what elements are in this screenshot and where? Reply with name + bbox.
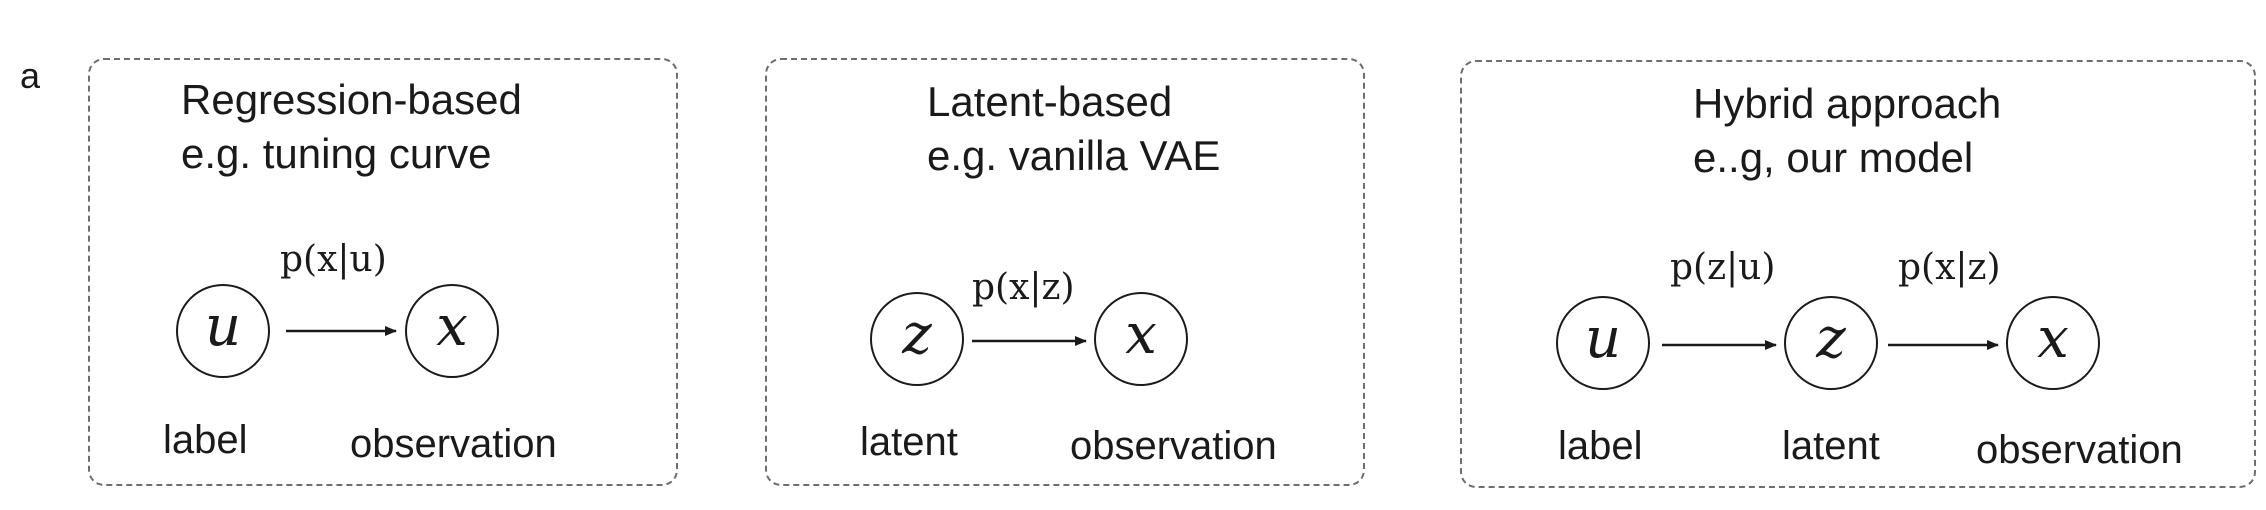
hybrid-panel-title: Hybrid approach (1693, 80, 2002, 127)
node-symbol: u (204, 294, 242, 359)
node-z: z (870, 292, 964, 386)
node-symbol: z (1816, 306, 1846, 371)
node-x: x (2006, 296, 2100, 390)
node-caption-label: label (163, 418, 248, 462)
node-caption-observation: observation (350, 422, 557, 466)
latent-panel-box (765, 58, 1365, 486)
regression-panel-title: Regression-based (181, 76, 522, 123)
node-symbol: x (1125, 302, 1157, 367)
node-symbol: x (436, 294, 468, 359)
edge-label-p-x-given-u: p(x|u) (280, 239, 387, 280)
edge-label-p-z-given-u: p(z|u) (1670, 247, 1776, 288)
node-symbol: z (902, 302, 932, 367)
panel-letter: a (20, 55, 41, 96)
edge-label-p-x-given-z: p(x|z) (1898, 247, 2001, 288)
latent-panel-title: Latent-based (927, 78, 1173, 125)
node-caption-observation: observation (1976, 428, 2183, 472)
node-u: u (176, 284, 270, 378)
edge-label-p-x-given-z: p(x|z) (972, 267, 1075, 308)
node-caption-latent: latent (860, 420, 958, 464)
node-x: x (405, 284, 499, 378)
regression-panel-box (88, 58, 678, 486)
node-x: x (1094, 292, 1188, 386)
latent-panel-subtitle: e.g. vanilla VAE (927, 132, 1221, 179)
hybrid-panel-box (1460, 60, 2256, 488)
regression-panel-subtitle: e.g. tuning curve (181, 130, 492, 177)
node-caption-latent: latent (1782, 424, 1880, 468)
node-caption-label: label (1558, 424, 1643, 468)
node-z: z (1784, 296, 1878, 390)
node-symbol: u (1584, 306, 1622, 371)
node-caption-observation: observation (1070, 424, 1277, 468)
hybrid-panel-subtitle: e..g, our model (1693, 134, 1974, 181)
node-u: u (1556, 296, 1650, 390)
node-symbol: x (2037, 306, 2069, 371)
